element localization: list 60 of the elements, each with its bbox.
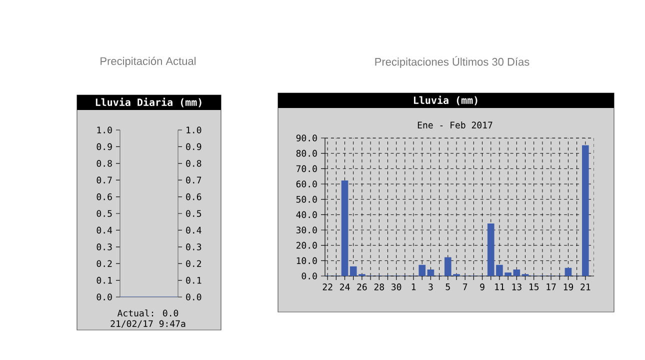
x-tick-label: 17 xyxy=(546,284,556,290)
x-tick-label: 22 xyxy=(322,284,332,290)
chart-title: Precipitación Actual xyxy=(100,56,196,68)
x-tick-label: 19 xyxy=(564,284,574,290)
y-tick-label: 0.0 xyxy=(302,272,317,280)
y-tick-label: 0.7 xyxy=(96,176,112,184)
y-tick-label: 30.0 xyxy=(296,226,317,234)
y-tick-label: 0.9 xyxy=(96,143,112,150)
y2-tick-label: 0.3 xyxy=(186,243,202,250)
y-tick-label: 0.0 xyxy=(96,294,112,300)
y-tick-label: 70.0 xyxy=(296,165,317,172)
y-tick-label: 1.0 xyxy=(97,126,112,134)
bar xyxy=(418,264,426,276)
y2-tick-label: 0.8 xyxy=(186,160,202,167)
x-tick-label: 5 xyxy=(446,284,450,290)
y2-tick-label: 0.1 xyxy=(186,276,202,284)
x-tick-label: 28 xyxy=(374,284,384,290)
y-tick-label: 80.0 xyxy=(296,150,317,157)
x-tick-label: 26 xyxy=(357,284,367,290)
y-tick-label: 0.3 xyxy=(96,243,112,250)
bar xyxy=(427,269,434,276)
y-tick-label: 0.4 xyxy=(96,226,112,234)
x-tick-label: 13 xyxy=(512,284,522,290)
y2-tick-label: 0.6 xyxy=(186,193,202,200)
y-tick-label: 0.8 xyxy=(96,160,112,167)
y-tick-label: 0.1 xyxy=(96,276,112,284)
text: Ene - Feb 2017 xyxy=(418,122,492,128)
x-tick-label: 11 xyxy=(495,284,504,290)
x-tick-label: 24 xyxy=(340,284,350,290)
y-tick-label: 0.6 xyxy=(96,193,112,200)
y-tick-label: 50.0 xyxy=(296,196,317,203)
x-tick-label: 30 xyxy=(392,284,402,290)
x-tick-label: 1 xyxy=(412,284,416,290)
text: Actual: 0.0 xyxy=(117,309,178,317)
y-tick-label: 60.0 xyxy=(296,180,317,188)
y-tick-label: 10.0 xyxy=(296,257,317,264)
y2-tick-label: 0.9 xyxy=(186,143,202,150)
x-tick-label: 21 xyxy=(580,284,590,290)
x-tick-label: 3 xyxy=(428,284,433,290)
y-tick-label: 40.0 xyxy=(296,211,317,218)
x-tick-label: 7 xyxy=(462,284,468,290)
bar xyxy=(564,268,572,276)
y2-tick-label: 0.7 xyxy=(186,176,202,184)
y2-tick-label: 0.0 xyxy=(186,294,202,300)
x-tick-label: 15 xyxy=(530,284,539,290)
x-tick-label: 9 xyxy=(480,284,484,290)
y2-tick-label: 0.5 xyxy=(186,210,202,217)
y2-tick-label: 1.0 xyxy=(186,126,202,134)
y-tick-label: 20.0 xyxy=(296,242,317,249)
y2-tick-label: 0.2 xyxy=(186,260,202,267)
y2-tick-label: 0.4 xyxy=(186,226,202,234)
y-tick-label: 0.5 xyxy=(96,210,112,217)
text: 21/02/17 9:47a xyxy=(110,320,186,328)
chart-subtitle: Lluvia (mm) xyxy=(414,96,478,106)
chart-subtitle: Lluvia Diaria (mm) xyxy=(96,98,202,108)
y-tick-label: 0.2 xyxy=(96,260,112,267)
chart-title: Precipitaciones Últimos 30 Días xyxy=(375,56,530,68)
y-tick-label: 90.0 xyxy=(296,134,317,142)
bar xyxy=(341,180,348,276)
bar xyxy=(582,145,589,276)
